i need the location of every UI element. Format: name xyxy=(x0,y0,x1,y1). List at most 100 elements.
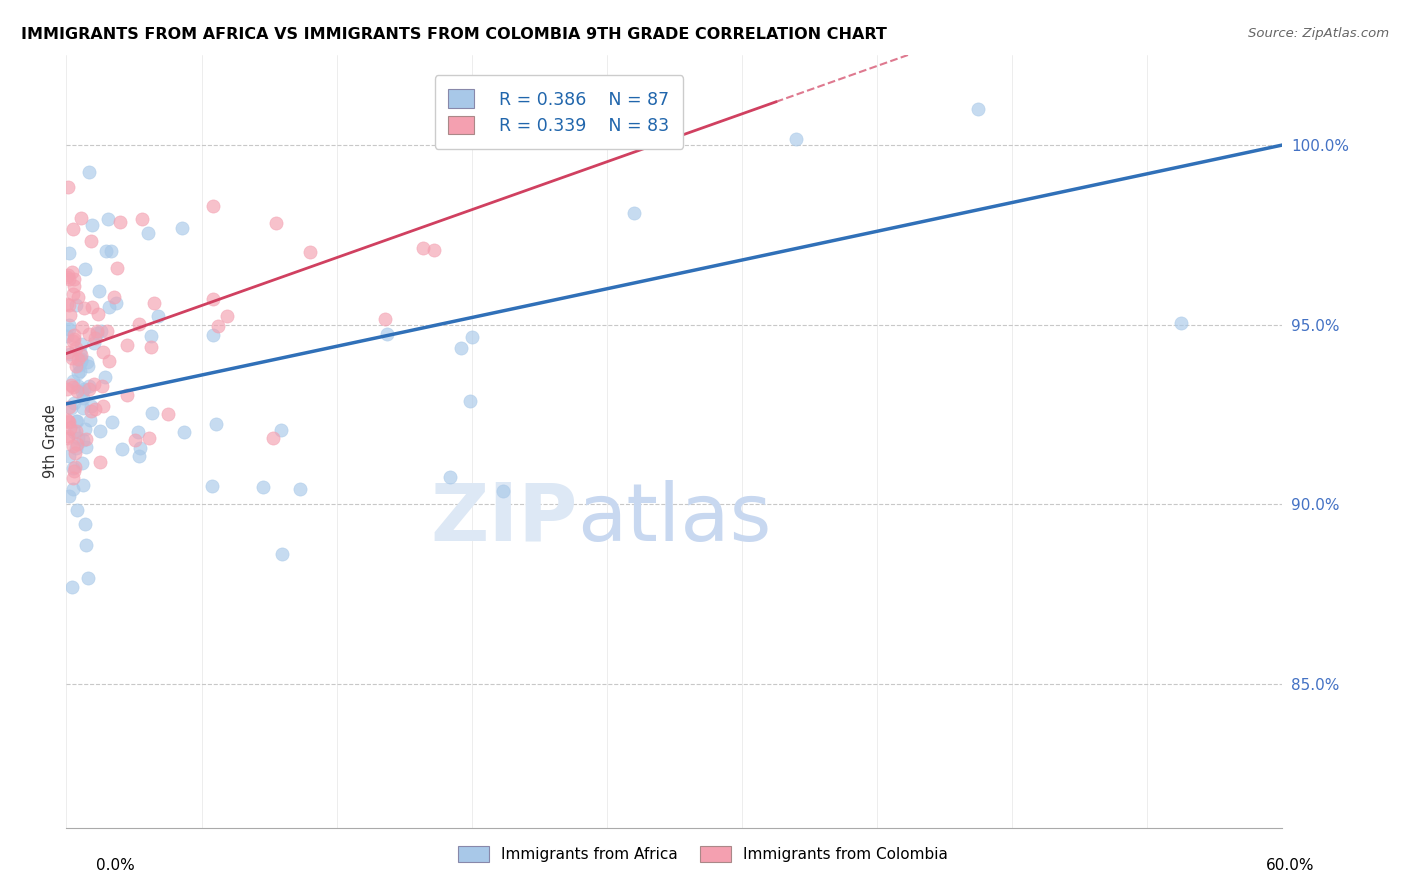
Point xyxy=(72,478,94,492)
Point xyxy=(91,345,114,359)
Point xyxy=(60,580,83,594)
Point xyxy=(492,484,515,499)
Point xyxy=(131,211,153,226)
Point xyxy=(967,102,990,116)
Point xyxy=(128,317,150,331)
Point xyxy=(69,345,91,359)
Point xyxy=(73,262,96,277)
Point xyxy=(76,355,98,369)
Point xyxy=(111,442,134,457)
Point xyxy=(62,483,84,497)
Point xyxy=(450,341,472,355)
Point xyxy=(76,571,98,585)
Point xyxy=(548,102,571,116)
Point xyxy=(173,425,195,440)
Point xyxy=(58,318,80,332)
Point xyxy=(94,244,117,258)
Point xyxy=(1170,316,1192,330)
Point xyxy=(79,413,101,427)
Point xyxy=(58,245,80,260)
Point xyxy=(412,241,434,255)
Point xyxy=(264,216,287,230)
Point xyxy=(104,296,127,310)
Point xyxy=(128,441,150,455)
Point xyxy=(65,414,87,428)
Point xyxy=(62,464,84,478)
Point xyxy=(58,322,80,336)
Point xyxy=(87,284,110,298)
Point xyxy=(138,431,160,445)
Point xyxy=(72,433,94,447)
Point xyxy=(91,379,114,393)
Point xyxy=(90,324,112,338)
Point xyxy=(83,377,105,392)
Point xyxy=(201,479,224,493)
Text: Source: ZipAtlas.com: Source: ZipAtlas.com xyxy=(1249,27,1389,40)
Point xyxy=(63,328,86,343)
Point xyxy=(58,415,80,429)
Point xyxy=(70,351,93,366)
Point xyxy=(66,437,89,451)
Point xyxy=(63,332,86,346)
Point xyxy=(108,215,131,229)
Point xyxy=(623,206,645,220)
Point xyxy=(63,459,86,474)
Point xyxy=(82,219,104,233)
Point xyxy=(422,243,444,257)
Point xyxy=(146,310,169,324)
Point xyxy=(62,380,84,394)
Point xyxy=(79,399,101,413)
Point xyxy=(91,399,114,413)
Point xyxy=(89,455,111,469)
Point xyxy=(202,328,225,343)
Point xyxy=(56,412,79,426)
Point xyxy=(172,220,194,235)
Point xyxy=(56,414,79,428)
Point xyxy=(96,212,118,227)
Point xyxy=(65,424,87,438)
Point xyxy=(62,460,84,475)
Point xyxy=(461,330,484,344)
Point xyxy=(127,425,149,439)
Point xyxy=(77,164,100,178)
Point xyxy=(79,234,101,248)
Point xyxy=(73,422,96,436)
Point xyxy=(142,296,165,310)
Y-axis label: 9th Grade: 9th Grade xyxy=(44,405,58,478)
Text: atlas: atlas xyxy=(578,480,772,558)
Point xyxy=(156,407,179,421)
Point xyxy=(77,382,100,396)
Point xyxy=(69,336,91,351)
Point xyxy=(72,320,94,334)
Point xyxy=(252,480,274,494)
Text: 60.0%: 60.0% xyxy=(1267,858,1315,872)
Point xyxy=(75,538,97,552)
Point xyxy=(56,429,79,443)
Point xyxy=(65,341,87,355)
Point xyxy=(94,370,117,384)
Point xyxy=(77,379,100,393)
Point xyxy=(439,470,461,484)
Point xyxy=(65,298,87,312)
Point xyxy=(56,329,79,343)
Point xyxy=(128,449,150,463)
Text: ZIP: ZIP xyxy=(430,480,578,558)
Point xyxy=(202,292,225,306)
Point xyxy=(62,279,84,293)
Point xyxy=(66,290,89,304)
Point xyxy=(73,382,96,396)
Point xyxy=(262,431,284,445)
Point xyxy=(69,354,91,368)
Point xyxy=(62,471,84,485)
Point xyxy=(97,301,120,315)
Point xyxy=(375,327,398,342)
Point xyxy=(67,366,90,380)
Point xyxy=(58,297,80,311)
Point xyxy=(117,387,139,401)
Point xyxy=(66,414,89,428)
Point xyxy=(67,352,90,367)
Text: IMMIGRANTS FROM AFRICA VS IMMIGRANTS FROM COLOMBIA 9TH GRADE CORRELATION CHART: IMMIGRANTS FROM AFRICA VS IMMIGRANTS FRO… xyxy=(21,27,887,42)
Point xyxy=(115,338,138,352)
Point xyxy=(60,265,83,279)
Point xyxy=(215,309,238,323)
